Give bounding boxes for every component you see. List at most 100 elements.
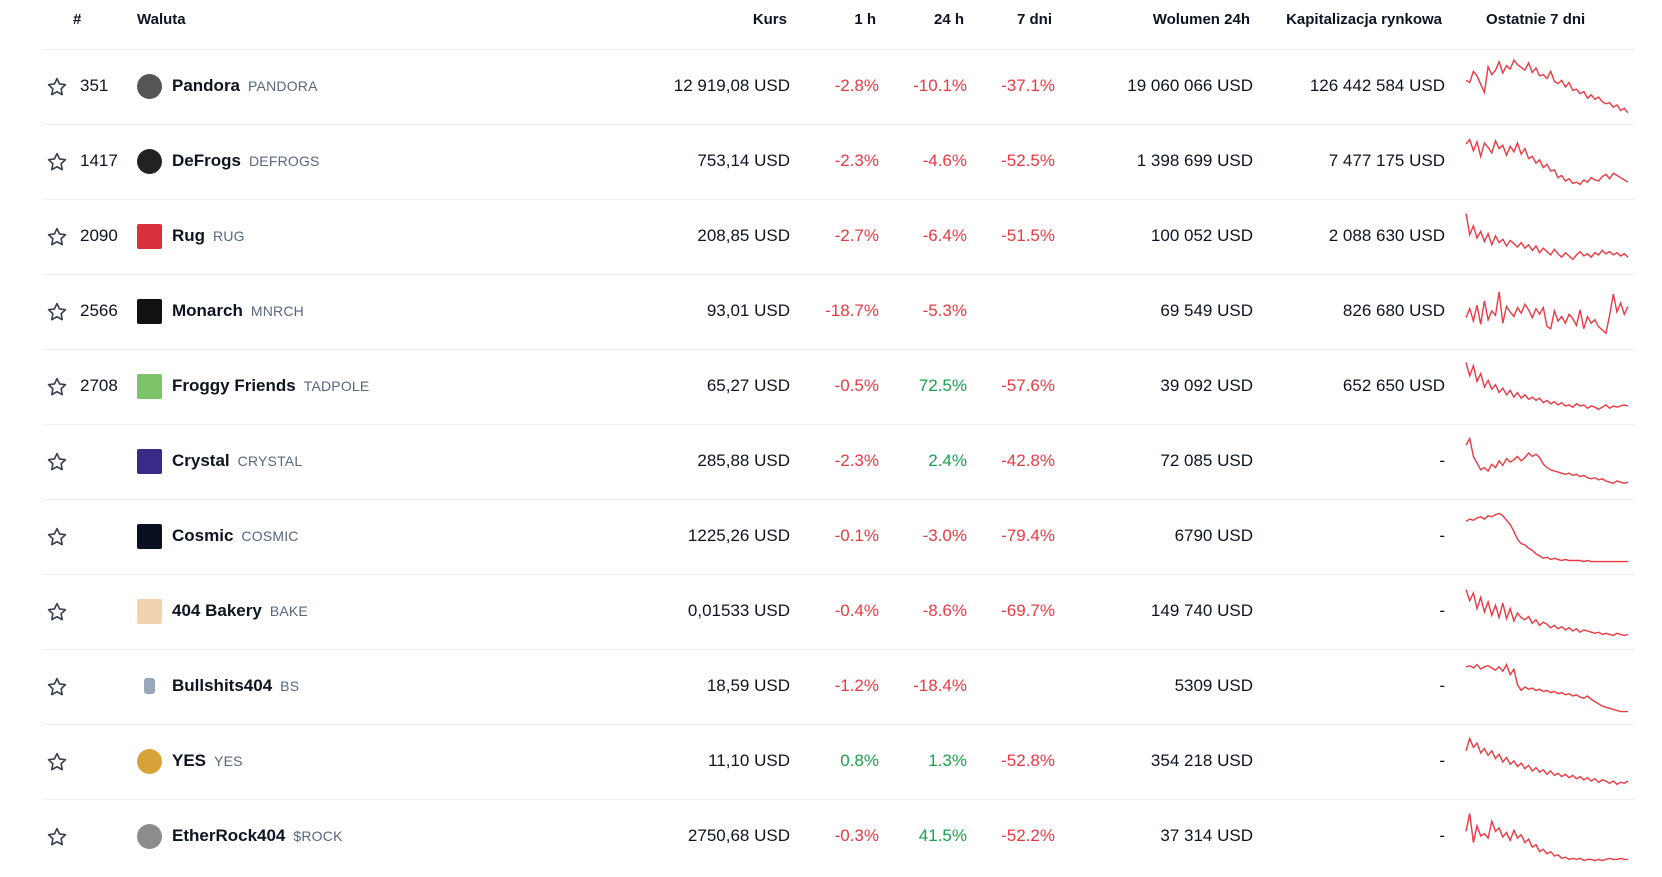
header-last-7-days: Ostatnie 7 dni [1486,11,1586,28]
table-row[interactable]: YES YES 11,10 USD 0.8% 1.3% -52.8% 354 218 USD… [0,724,1662,799]
header-price[interactable]: Kurs [752,11,787,28]
monarch-logo-icon [137,299,162,324]
defrogs-logo-icon [137,149,162,174]
star-icon[interactable] [46,526,68,548]
star-icon[interactable] [46,826,68,848]
coin-name[interactable]: Cosmic [172,526,234,545]
table-row[interactable]: EtherRock404 $ROCK 2750,68 USD -0.3% 41.5% -5… [0,799,1662,874]
market-cap: 826 680 USD [1342,301,1445,320]
change-1h: -0.5% [834,376,879,395]
coin-name-cell: Monarch MNRCH [172,300,304,322]
sparkline-7d [1465,813,1628,862]
market-cap: - [1439,451,1445,470]
table-row[interactable]: Crystal CRYSTAL 285,88 USD -2.3% 2.4% -42.8% 7… [0,424,1662,499]
coin-name[interactable]: Pandora [172,76,241,95]
yes-logo-icon [137,749,162,774]
market-cap: - [1439,826,1445,845]
header-7d[interactable]: 7 dni [1016,11,1052,28]
price: 65,27 USD [706,376,790,395]
volume-24h: 19 060 066 USD [1127,76,1253,95]
sparkline-path [1465,213,1629,261]
star-icon[interactable] [46,151,68,173]
rank: 2566 [80,301,118,320]
coin-name[interactable]: Rug [172,226,206,245]
coin-name[interactable]: YES [172,751,207,770]
row-divider [43,574,1635,575]
table-row[interactable]: 2566 Monarch MNRCH 93,01 USD -18.7% -5.3% 69 5… [0,274,1662,349]
change-1h: -0.1% [834,526,879,545]
change-1h: 0.8% [840,751,879,770]
sparkline-path [1465,362,1629,411]
change-1h: -2.3% [834,451,879,470]
star-icon[interactable] [46,226,68,248]
header-volume[interactable]: Wolumen 24h [1152,11,1250,28]
coin-name[interactable]: EtherRock404 [172,826,286,845]
coin-name[interactable]: Bullshits404 [172,676,273,695]
price: 2750,68 USD [687,826,790,845]
change-24h: 1.3% [928,751,967,770]
coin-name[interactable]: DeFrogs [172,151,241,170]
star-icon[interactable] [46,601,68,623]
coin-symbol: RUG [213,228,245,244]
table-row[interactable]: Bullshits404 BS 18,59 USD -1.2% -18.4% 5309 U… [0,649,1662,724]
price: 753,14 USD [697,151,790,170]
header-1h[interactable]: 1 h [854,11,876,28]
change-24h: -18.4% [913,676,967,695]
volume-24h: 354 218 USD [1150,751,1253,770]
table-body: 351 Pandora PANDORA 12 919,08 USD -2.8% -10.1… [0,49,1662,874]
table-row[interactable]: 351 Pandora PANDORA 12 919,08 USD -2.8% -10.1… [0,49,1662,124]
volume-24h: 37 314 USD [1160,826,1253,845]
sparkline-path [1465,436,1629,485]
coin-name-cell: YES YES [172,750,243,772]
sparkline-7d [1465,736,1629,786]
table-row[interactable]: 404 Bakery BAKE 0,01533 USD -0.4% -8.6% -69.7… [0,574,1662,649]
change-24h: 72.5% [918,376,967,395]
change-24h: -10.1% [913,76,967,95]
star-icon[interactable] [46,451,68,473]
sparkline-path [1465,58,1629,114]
crystal-logo-icon [137,449,162,474]
coin-name-cell: EtherRock404 $ROCK [172,825,343,847]
coin-name[interactable]: Crystal [172,451,230,470]
sparkline-path [1465,813,1628,862]
coin-name[interactable]: Froggy Friends [172,376,296,395]
star-icon[interactable] [46,751,68,773]
coin-name[interactable]: 404 Bakery [172,601,262,620]
coin-symbol: MNRCH [250,303,304,319]
row-divider [43,124,1635,125]
change-24h: 41.5% [918,826,967,845]
sparkline-7d [1465,58,1629,114]
star-icon[interactable] [46,301,68,323]
coin-symbol: $ROCK [293,828,343,844]
sparkline-path [1465,138,1629,186]
price: 11,10 USD [708,751,790,770]
sparkline-path [1465,589,1629,637]
star-icon[interactable] [46,676,68,698]
coin-symbol: YES [214,753,243,769]
market-cap: 652 650 USD [1342,376,1445,395]
rank: 1417 [80,151,118,170]
volume-24h: 100 052 USD [1150,226,1253,245]
header-24h[interactable]: 24 h [933,11,964,28]
star-icon[interactable] [46,376,68,398]
header-name[interactable]: Waluta [137,11,186,28]
table-row[interactable]: 2090 Rug RUG 208,85 USD -2.7% -6.4% -51.5% 100 … [0,199,1662,274]
header-market-cap[interactable]: Kapitalizacja rynkowa [1286,11,1442,28]
volume-24h: 5309 USD [1174,676,1253,695]
sparkline-path [1465,662,1628,713]
coin-symbol: DEFROGS [248,153,320,169]
table-row[interactable]: 1417 DeFrogs DEFROGS 753,14 USD -2.3% -4.6% -5… [0,124,1662,199]
star-icon[interactable] [46,76,68,98]
row-divider [43,199,1635,200]
coin-name-cell: Froggy Friends TADPOLE [172,375,369,397]
market-cap: - [1439,526,1445,545]
sparkline-7d [1465,512,1628,563]
coin-symbol: BAKE [269,603,308,619]
bullshits404-logo-icon [137,674,162,699]
row-divider [43,274,1635,275]
header-rank[interactable]: # [73,11,82,28]
coin-name[interactable]: Monarch [172,301,243,320]
table-row[interactable]: Cosmic COSMIC 1225,26 USD -0.1% -3.0% -79.4% 6… [0,499,1662,574]
table-row[interactable]: 2708 Froggy Friends TADPOLE 65,27 USD -0.5% 7… [0,349,1662,424]
row-divider [43,499,1635,500]
